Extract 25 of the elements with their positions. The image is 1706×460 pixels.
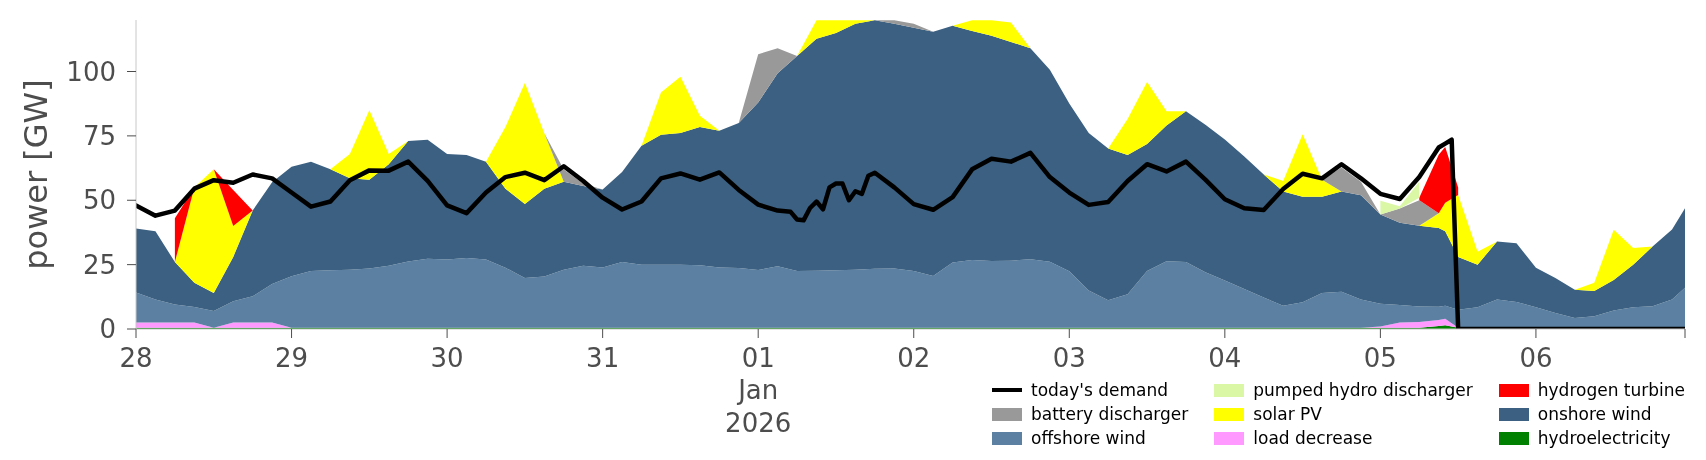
y-tick-label: 50 (82, 185, 116, 216)
x-tick-label: 30 (430, 342, 464, 373)
y-tick-label: 100 (66, 56, 116, 87)
x-tick-label: 04 (1208, 342, 1242, 373)
x-tick-label: 02 (897, 342, 931, 373)
y-tick-label: 0 (99, 314, 116, 345)
y-axis-title: power [GW] (17, 79, 55, 270)
legend-label: hydroelectricity (1537, 427, 1671, 450)
legend-label: solar PV (1253, 403, 1322, 426)
legend-label: pumped hydro discharger (1253, 379, 1473, 402)
x-tick-label: 05 (1363, 342, 1397, 373)
y-tick-label: 75 (82, 121, 116, 152)
x-tick-label: 01 Jan 2026 (725, 342, 792, 438)
legend-label: offshore wind (1030, 427, 1146, 450)
legend-label: battery discharger (1030, 403, 1189, 426)
x-tick-label: 06 (1519, 342, 1553, 373)
legend-label: onshore wind (1537, 403, 1652, 426)
y-tick-label: 25 (82, 249, 116, 280)
x-tick-label: 29 (275, 342, 309, 373)
x-tick-label: 28 (119, 342, 153, 373)
x-tick-label: 03 (1052, 342, 1086, 373)
legend-label: hydrogen turbine (1537, 379, 1685, 402)
x-tick-label: 31 (586, 342, 620, 373)
legend-label: today's demand (1030, 379, 1169, 402)
legend-label: load decrease (1253, 427, 1373, 450)
